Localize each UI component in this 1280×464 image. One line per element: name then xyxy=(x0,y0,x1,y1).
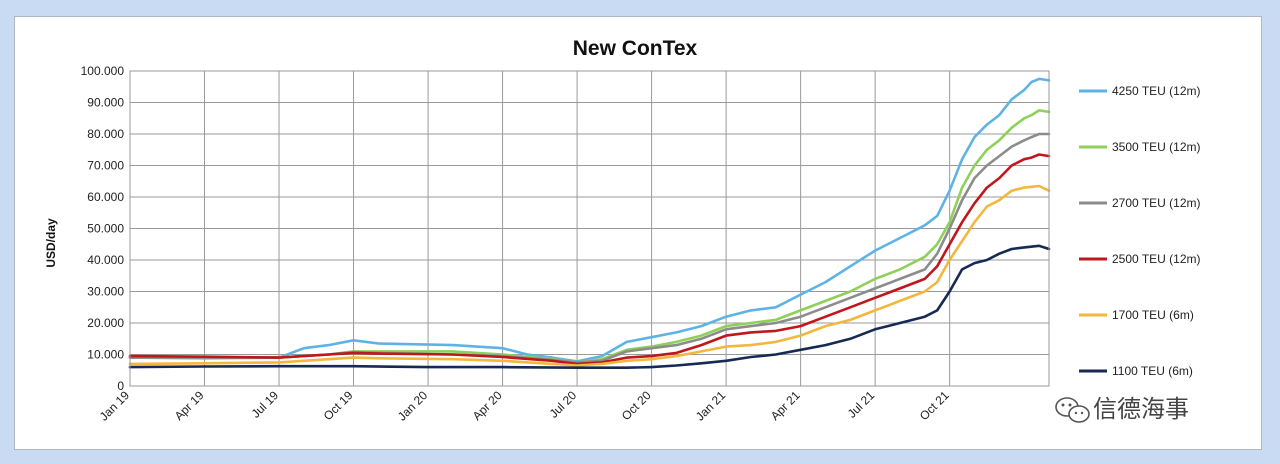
y-tick-label: 0 xyxy=(117,379,124,393)
series-line-5 xyxy=(128,244,1051,369)
y-tick-label: 70.000 xyxy=(87,159,124,173)
watermark-text: 信德海事 xyxy=(1093,395,1189,423)
y-tick-label: 80.000 xyxy=(87,127,124,141)
series-line-1 xyxy=(128,109,1051,364)
x-tick-label: Oct 19 xyxy=(321,388,356,423)
chart-frame: New ConTex USD/day 0 10.000 20.000 30.000 40… xyxy=(14,16,1262,450)
x-tick-label: Apr 19 xyxy=(172,388,207,423)
x-tick-label: Oct 21 xyxy=(917,388,952,423)
y-tick-label: 60.000 xyxy=(87,190,124,204)
legend-label: 1100 TEU (6m) xyxy=(1112,364,1193,378)
y-tick-label: 90.000 xyxy=(87,96,124,110)
legend-label: 4250 TEU (12m) xyxy=(1112,84,1200,98)
wechat-icon xyxy=(1055,397,1090,423)
line-chart: New ConTex USD/day 0 10.000 20.000 30.000 40… xyxy=(44,37,1200,424)
legend-label: 2500 TEU (12m) xyxy=(1112,252,1200,266)
chart-title: New ConTex xyxy=(573,37,698,60)
x-tick-label: Jul 21 xyxy=(845,388,878,421)
series-line-3 xyxy=(128,153,1051,366)
series-lines xyxy=(128,77,1051,369)
y-tick-label: 100.000 xyxy=(81,64,125,78)
series-line-0 xyxy=(128,77,1051,363)
x-tick-label: Jan 19 xyxy=(97,388,133,424)
y-axis-label: USD/day xyxy=(44,218,58,268)
y-tick-label: 10.000 xyxy=(87,348,124,362)
x-tick-label: Jul 19 xyxy=(249,388,282,421)
gridlines xyxy=(129,70,1049,387)
y-tick-labels: 0 10.000 20.000 30.000 40.000 50.000 60.000 70.… xyxy=(81,64,125,393)
x-tick-label: Jul 20 xyxy=(547,388,580,421)
plot-area-border xyxy=(129,70,1050,387)
legend: 4250 TEU (12m) 3500 TEU (12m) 2700 TEU (12… xyxy=(1079,84,1200,378)
x-tick-label: Oct 20 xyxy=(619,388,654,423)
x-tick-label: Apr 21 xyxy=(768,388,803,423)
y-tick-label: 20.000 xyxy=(87,316,124,330)
legend-label: 1700 TEU (6m) xyxy=(1112,308,1194,322)
legend-label: 3500 TEU (12m) xyxy=(1112,140,1200,154)
y-tick-label: 30.000 xyxy=(87,285,124,299)
y-tick-label: 50.000 xyxy=(87,222,124,236)
x-tick-label: Apr 20 xyxy=(470,388,505,423)
x-tick-label: Jan 20 xyxy=(395,388,431,424)
x-tick-label: Jan 21 xyxy=(693,388,729,424)
legend-label: 2700 TEU (12m) xyxy=(1112,196,1200,210)
watermark: 信德海事 xyxy=(1055,395,1189,423)
series-line-4 xyxy=(128,184,1051,367)
series-line-2 xyxy=(128,132,1051,364)
y-tick-label: 40.000 xyxy=(87,253,124,267)
x-tick-labels: Jan 19 Apr 19 Jul 19 Oct 19 Jan 20 Apr 20 Jul … xyxy=(97,388,952,424)
